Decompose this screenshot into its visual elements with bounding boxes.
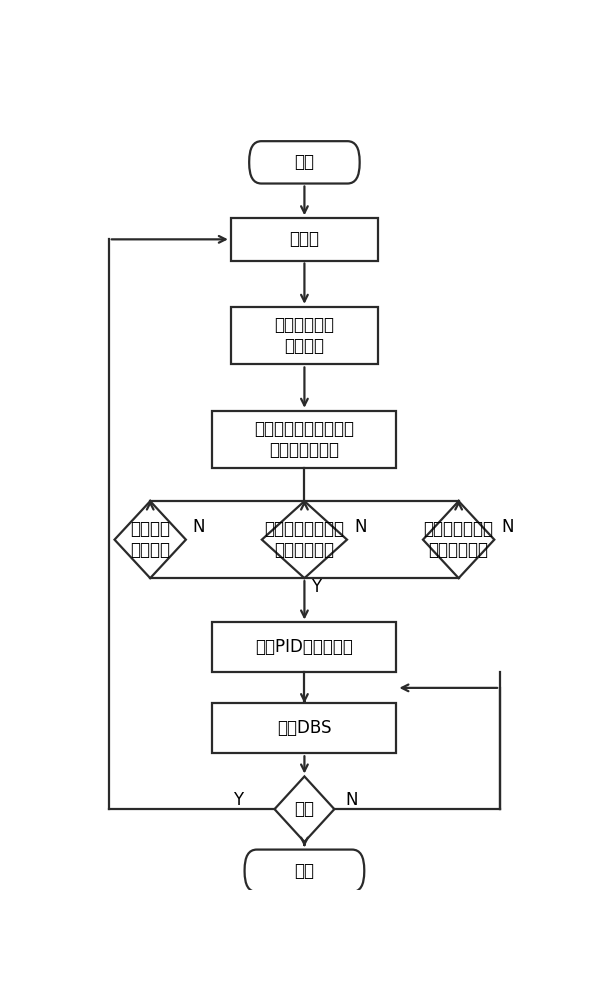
Text: N: N [501, 518, 514, 536]
Text: 重置: 重置 [295, 800, 314, 818]
Polygon shape [115, 501, 186, 578]
Text: 初始化: 初始化 [289, 230, 320, 248]
Text: N: N [193, 518, 206, 536]
Text: 全局最优对应度
达到目标阈值: 全局最优对应度 达到目标阈值 [424, 520, 494, 559]
Text: 平均适应度等于全
局最优适应度: 平均适应度等于全 局最优适应度 [264, 520, 345, 559]
Polygon shape [262, 501, 347, 578]
Text: Y: Y [233, 791, 243, 809]
Text: 输出PID控制器增益: 输出PID控制器增益 [255, 638, 353, 656]
Text: 结束: 结束 [295, 862, 314, 880]
Text: 开始: 开始 [295, 153, 314, 171]
Bar [213, 622, 397, 672]
Polygon shape [274, 776, 334, 842]
Bar [230, 218, 378, 261]
Bar [213, 411, 397, 468]
Bar [230, 307, 378, 364]
Bar [213, 703, 397, 753]
Text: N: N [346, 791, 358, 809]
Text: 更新粒子位置、速度以
及全局最优位置: 更新粒子位置、速度以 及全局最优位置 [254, 420, 355, 459]
Text: 计算每个粒子
的适应度: 计算每个粒子 的适应度 [274, 316, 334, 355]
Text: N: N [354, 518, 366, 536]
Text: 闭环DBS: 闭环DBS [277, 719, 331, 737]
Polygon shape [423, 501, 494, 578]
Text: Y: Y [311, 578, 321, 596]
Text: 达到最大
迭代次数: 达到最大 迭代次数 [130, 520, 170, 559]
FancyBboxPatch shape [249, 141, 360, 184]
FancyBboxPatch shape [245, 850, 364, 892]
